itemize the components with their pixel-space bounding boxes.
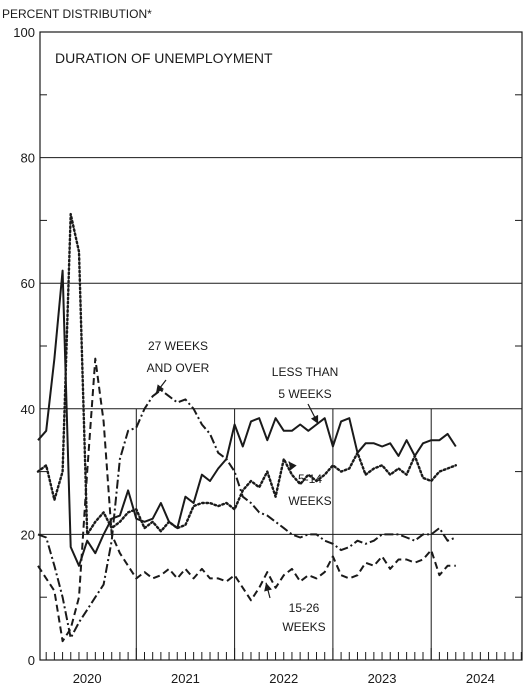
x-tick-label-1: 2021 (171, 671, 200, 686)
y-tick-label-4: 80 (21, 151, 35, 166)
annotation-arrowhead-1 (310, 414, 319, 424)
series-line-0 (37, 269, 457, 567)
annotation-1-line-1: 5 WEEKS (278, 387, 331, 401)
annotations: 27 WEEKS AND OVER LESS THAN 5 WEEKS 5-14 WEEK… (147, 339, 339, 634)
y-tick-label-5: 100 (13, 25, 35, 40)
series-group (36, 212, 457, 643)
annotation-0-line-1: AND OVER (147, 361, 210, 375)
series-line-2 (37, 357, 456, 643)
y-axis-label: PERCENT DISTRIBUTION* (2, 7, 152, 21)
annotation-2-line-0: 5-14 (298, 472, 322, 486)
annotation-2-line-1: WEEKS (288, 494, 331, 508)
gridlines (40, 157, 522, 660)
y-tick-label-2: 40 (21, 402, 35, 417)
annotation-arrowhead-2 (288, 461, 297, 471)
x-tick-label-0: 2020 (73, 671, 102, 686)
annotation-3-line-0: 15-26 (289, 601, 320, 615)
annotation-0-line-0: 27 WEEKS (148, 339, 208, 353)
annotation-arrowhead-3 (264, 582, 272, 592)
series-line-1 (36, 212, 457, 536)
x-tick-label-2: 2022 (269, 671, 298, 686)
chart-title: DURATION OF UNEMPLOYMENT (55, 50, 273, 66)
y-axis: 0 20 40 60 80 100 (13, 25, 522, 668)
annotation-1-line-0: LESS THAN (272, 365, 338, 379)
annotation-3-line-1: WEEKS (282, 620, 325, 634)
x-axis: 2020 2021 2022 2023 2024 (45, 648, 522, 686)
annotation-arrowhead-0 (155, 384, 165, 394)
x-tick-label-4: 2024 (466, 671, 495, 686)
y-tick-label-3: 60 (21, 276, 35, 291)
y-tick-label-0: 0 (28, 653, 35, 668)
y-tick-label-1: 20 (21, 527, 35, 542)
x-tick-label-3: 2023 (368, 671, 397, 686)
series-line-3 (37, 389, 457, 639)
